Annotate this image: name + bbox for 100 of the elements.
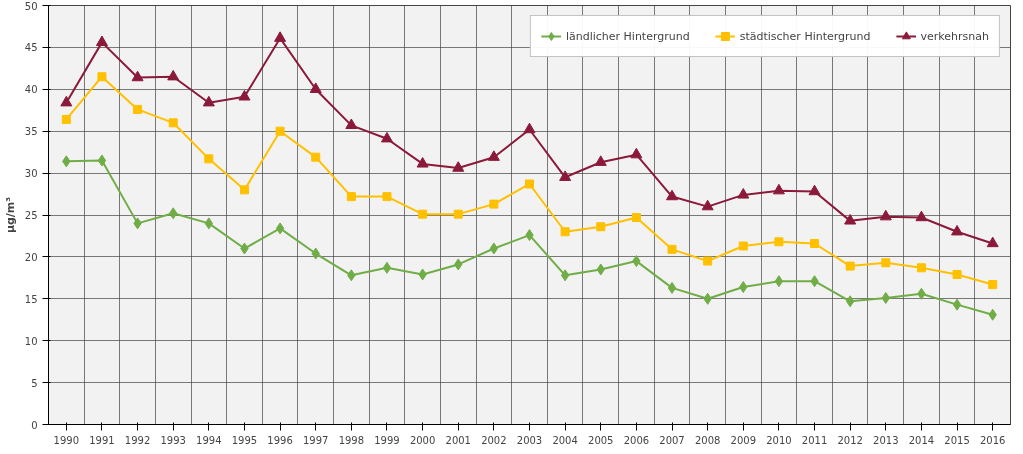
point [630, 147, 643, 159]
point [311, 152, 321, 162]
x-tick-label: 2008 [694, 434, 721, 446]
point [345, 118, 358, 130]
x-tick-label: 2010 [766, 434, 792, 446]
point [667, 244, 677, 254]
x-tick-label: 2006 [623, 434, 650, 446]
y-tick-label: 50 [24, 0, 38, 12]
point [239, 185, 249, 195]
x-tick-label: 1995 [231, 434, 258, 446]
y-tick-label: 10 [24, 335, 38, 347]
point [772, 183, 785, 195]
y-tick-label: 25 [24, 210, 38, 221]
legend-label: städtischer Hintergrund [739, 29, 871, 43]
point [986, 236, 999, 248]
point [845, 261, 855, 271]
point [559, 170, 572, 181]
point [810, 238, 820, 248]
point [167, 69, 180, 81]
point [737, 188, 750, 199]
point [238, 89, 251, 101]
point [309, 82, 322, 93]
point [596, 222, 606, 232]
point [844, 214, 857, 225]
point [774, 237, 784, 247]
point [916, 263, 926, 273]
point [274, 31, 287, 42]
point [382, 261, 392, 274]
x-tick-label: 2003 [516, 434, 543, 446]
x-tick-label: 1996 [267, 434, 293, 446]
x-tick-label: 1998 [338, 434, 365, 446]
point [738, 241, 748, 251]
point [452, 161, 465, 172]
x-tick-label: 2016 [979, 434, 1006, 446]
point [131, 70, 144, 82]
point [418, 209, 428, 219]
point [952, 270, 962, 279]
y-tick-label: 45 [24, 42, 38, 54]
x-tick-label: 1997 [303, 434, 329, 446]
point [453, 209, 463, 219]
point [416, 157, 429, 168]
point [560, 227, 570, 237]
point [202, 95, 215, 107]
point [951, 224, 964, 236]
point [346, 192, 356, 202]
x-tick-label: 2015 [944, 434, 970, 446]
x-tick-label: 2012 [837, 434, 863, 446]
y-tick-label: 40 [24, 84, 38, 96]
point [487, 150, 500, 161]
point [133, 104, 143, 114]
point [881, 258, 891, 268]
point [879, 209, 892, 221]
point [594, 155, 607, 166]
y-tick-label: 5 [31, 377, 38, 389]
legend-label: ländlicher Hintergrund [565, 29, 690, 43]
y-tick-label: 30 [24, 168, 38, 180]
point [489, 199, 499, 209]
x-tick-label: 2000 [409, 434, 436, 446]
x-tick-label: 2011 [801, 434, 828, 446]
y-tick-label: 20 [24, 251, 38, 263]
point [703, 256, 713, 266]
legend-label: verkehrsnah [920, 29, 989, 43]
point [97, 154, 107, 167]
point [61, 114, 71, 124]
y-tick-label: 0 [31, 419, 38, 431]
point [560, 269, 570, 282]
point [204, 154, 214, 164]
x-tick-label: 1994 [196, 434, 222, 446]
y-tick-label: 35 [24, 126, 38, 138]
point [666, 189, 679, 201]
point [523, 122, 536, 134]
point [701, 199, 714, 211]
point [97, 72, 107, 82]
point [667, 281, 677, 294]
point [168, 118, 178, 128]
x-tick-label: 2004 [552, 434, 578, 446]
x-tick-label: 2014 [908, 434, 935, 446]
point [380, 131, 393, 143]
point [95, 35, 108, 47]
x-tick-label: 1993 [160, 434, 186, 446]
x-tick-label: 2009 [730, 434, 757, 446]
x-tick-label: 1999 [374, 434, 400, 446]
point [382, 192, 392, 202]
x-tick-label: 1991 [89, 434, 115, 446]
point [952, 298, 962, 311]
x-tick-label: 2002 [481, 434, 507, 446]
point [988, 280, 998, 290]
point [489, 242, 499, 255]
x-tick-label: 2001 [445, 434, 471, 446]
x-tick-label: 1990 [53, 434, 80, 446]
point [808, 184, 821, 196]
point [631, 213, 641, 223]
y-axis-title: µg/m³ [3, 196, 17, 234]
point [915, 210, 928, 222]
point [275, 126, 285, 136]
x-tick-label: 2013 [873, 434, 899, 446]
point [774, 275, 784, 288]
x-tick-label: 2005 [588, 434, 614, 446]
point [525, 179, 534, 189]
x-tick-label: 2007 [659, 434, 685, 446]
